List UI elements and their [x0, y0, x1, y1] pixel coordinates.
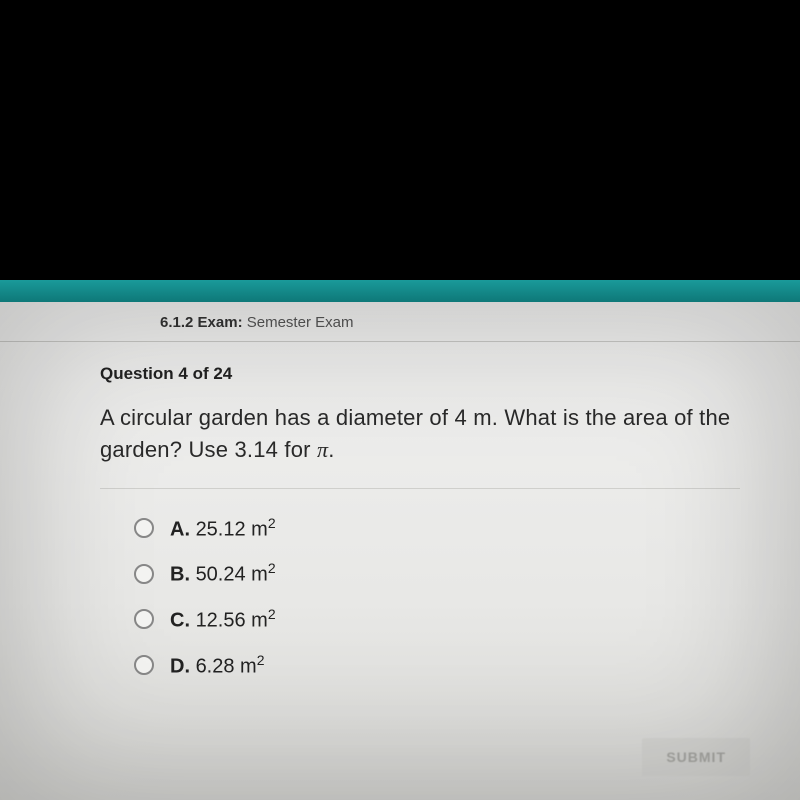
exam-header: 6.1.2 Exam: Semester Exam: [0, 302, 800, 342]
question-text: A circular garden has a diameter of 4 m.…: [100, 402, 740, 466]
exam-section-number: 6.1.2: [160, 314, 193, 331]
option-d-label: D. 6.28 m2: [170, 652, 265, 679]
option-value: 12.56 m: [196, 610, 268, 632]
options-list: A. 25.12 m2 B. 50.24 m2 C. 12.: [100, 515, 740, 679]
question-divider: [100, 488, 740, 489]
option-letter: A.: [170, 518, 190, 540]
teal-divider-strip: [0, 280, 800, 302]
option-c-label: C. 12.56 m2: [170, 606, 276, 633]
top-black-bar: [0, 0, 800, 280]
pi-symbol: π: [317, 437, 328, 462]
radio-icon[interactable]: [134, 564, 154, 584]
option-letter: B.: [170, 564, 190, 586]
option-d-row[interactable]: D. 6.28 m2: [134, 652, 740, 679]
option-value: 25.12 m: [196, 518, 268, 540]
submit-button[interactable]: SUBMIT: [642, 738, 750, 776]
radio-icon[interactable]: [134, 518, 154, 538]
option-value: 50.24 m: [196, 564, 268, 586]
question-counter: Question 4 of 24: [100, 364, 740, 384]
option-exponent: 2: [268, 515, 276, 531]
exam-content-area: 6.1.2 Exam: Semester Exam Question 4 of …: [0, 302, 800, 800]
question-text-post: .: [328, 437, 334, 462]
option-a-label: A. 25.12 m2: [170, 515, 276, 542]
option-letter: D.: [170, 655, 190, 677]
exam-label: Exam:: [198, 314, 243, 331]
radio-icon[interactable]: [134, 609, 154, 629]
option-b-label: B. 50.24 m2: [170, 560, 276, 587]
option-exponent: 2: [268, 560, 276, 576]
option-b-row[interactable]: B. 50.24 m2: [134, 560, 740, 587]
option-letter: C.: [170, 610, 190, 632]
question-body: Question 4 of 24 A circular garden has a…: [0, 342, 800, 678]
option-exponent: 2: [268, 606, 276, 622]
option-exponent: 2: [257, 652, 265, 668]
question-text-pre: A circular garden has a diameter of 4 m.…: [100, 405, 730, 462]
exam-name: Semester Exam: [247, 314, 354, 331]
option-value: 6.28 m: [196, 655, 257, 677]
option-a-row[interactable]: A. 25.12 m2: [134, 515, 740, 542]
option-c-row[interactable]: C. 12.56 m2: [134, 606, 740, 633]
radio-icon[interactable]: [134, 655, 154, 675]
